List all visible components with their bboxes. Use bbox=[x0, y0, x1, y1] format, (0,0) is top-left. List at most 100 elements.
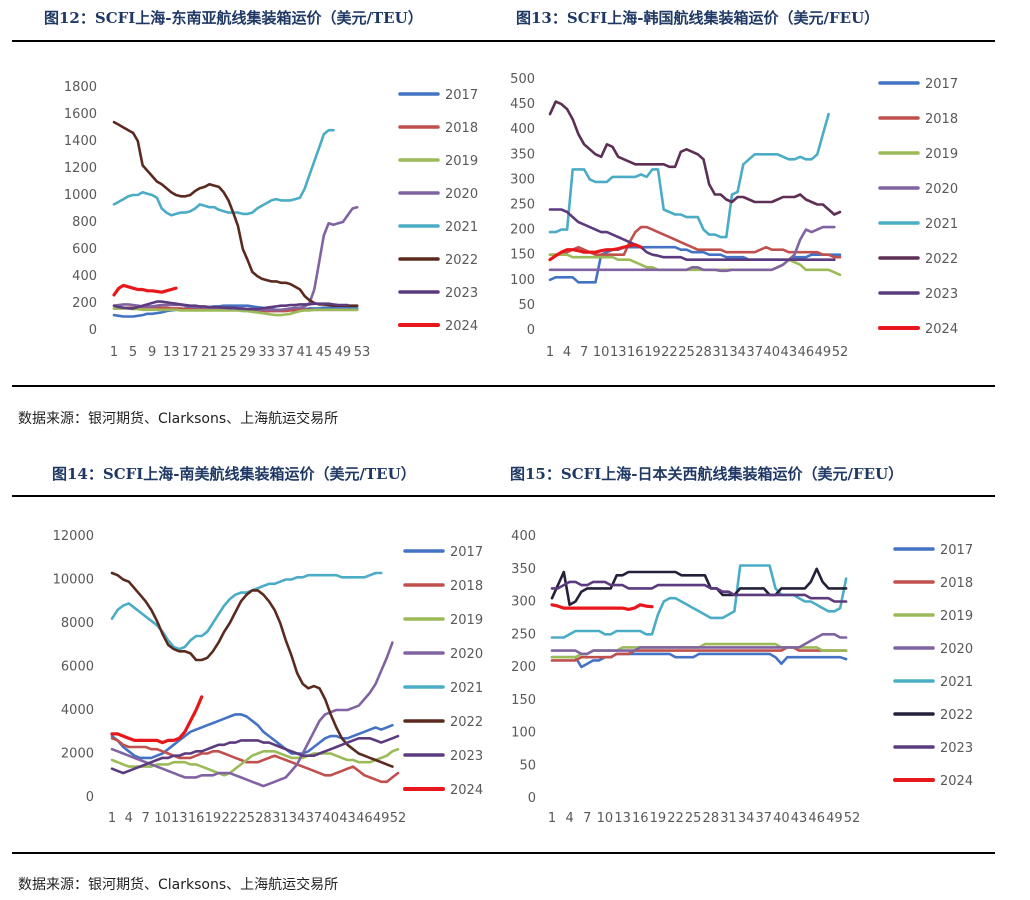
x-tick-label: 43 bbox=[791, 811, 808, 826]
x-tick-label: 52 bbox=[844, 811, 861, 826]
legend-label-2023: 2023 bbox=[445, 286, 478, 301]
y-tick-label: 400 bbox=[72, 269, 97, 284]
series-line-2021 bbox=[548, 112, 830, 239]
x-tick-label: 22 bbox=[667, 811, 684, 826]
series-line-2019 bbox=[110, 747, 400, 777]
y-tick-label: 300 bbox=[510, 172, 535, 187]
x-tick-label: 45 bbox=[316, 345, 333, 360]
x-tick-label: 10 bbox=[593, 345, 610, 360]
x-tick-label: 49 bbox=[335, 345, 352, 360]
x-tick-label: 41 bbox=[296, 345, 313, 360]
x-tick-label: 37 bbox=[306, 811, 323, 826]
chart-title-fig14: 图14：SCFI上海-南美航线集装箱运价（美元/TEU） bbox=[52, 465, 416, 483]
x-tick-label: 28 bbox=[703, 811, 720, 826]
x-tick-label: 52 bbox=[390, 811, 407, 826]
legend-label-2020: 2020 bbox=[925, 182, 958, 197]
x-tick-label: 29 bbox=[239, 345, 256, 360]
x-tick-label: 13 bbox=[163, 345, 180, 360]
legend-label-2023: 2023 bbox=[450, 749, 483, 764]
x-tick-label: 13 bbox=[171, 811, 188, 826]
legend-label-2021: 2021 bbox=[445, 220, 478, 235]
x-tick-label: 9 bbox=[148, 345, 156, 360]
chart-title-fig13: 图13：SCFI上海-韩国航线集装箱运价（美元/FEU） bbox=[516, 9, 880, 27]
legend-label-2022: 2022 bbox=[450, 715, 483, 730]
legend-label-2021: 2021 bbox=[940, 675, 973, 690]
legend-label-2019: 2019 bbox=[450, 613, 483, 628]
x-tick-label: 16 bbox=[632, 811, 649, 826]
series-line-2019 bbox=[112, 307, 359, 317]
x-tick-label: 7 bbox=[142, 811, 150, 826]
y-tick-label: 100 bbox=[510, 273, 535, 288]
legend-label-2017: 2017 bbox=[450, 545, 483, 560]
series-line-2023 bbox=[548, 208, 836, 261]
series-line-2024 bbox=[550, 603, 654, 612]
x-tick-label: 49 bbox=[815, 345, 832, 360]
x-tick-label: 7 bbox=[583, 811, 591, 826]
legend-label-2019: 2019 bbox=[925, 147, 958, 162]
x-tick-label: 13 bbox=[614, 811, 631, 826]
series-line-2018 bbox=[548, 225, 842, 259]
y-tick-label: 1600 bbox=[64, 107, 97, 122]
y-tick-label: 150 bbox=[511, 693, 536, 708]
legend-label-2024: 2024 bbox=[940, 774, 973, 789]
series-line-2017 bbox=[110, 713, 394, 760]
x-tick-label: 46 bbox=[808, 811, 825, 826]
divider-rule bbox=[12, 385, 995, 387]
legend-label-2022: 2022 bbox=[925, 252, 958, 267]
series-line-2018 bbox=[110, 737, 400, 784]
legend-label-2018: 2018 bbox=[940, 576, 973, 591]
x-tick-label: 25 bbox=[238, 811, 255, 826]
x-tick-label: 22 bbox=[661, 345, 678, 360]
x-tick-label: 25 bbox=[678, 345, 695, 360]
x-tick-label: 49 bbox=[826, 811, 843, 826]
legend-label-2019: 2019 bbox=[445, 154, 478, 169]
x-tick-label: 1 bbox=[108, 811, 116, 826]
y-tick-label: 150 bbox=[510, 248, 535, 263]
series-line-2020 bbox=[110, 641, 394, 788]
x-tick-label: 16 bbox=[188, 811, 205, 826]
y-tick-label: 1000 bbox=[64, 188, 97, 203]
series-line-2022 bbox=[550, 567, 848, 607]
series-line-2017 bbox=[550, 652, 848, 669]
x-tick-label: 31 bbox=[712, 345, 729, 360]
divider-rule bbox=[12, 495, 995, 497]
x-tick-label: 13 bbox=[610, 345, 627, 360]
y-tick-label: 0 bbox=[528, 791, 536, 806]
legend-label-2021: 2021 bbox=[925, 217, 958, 232]
y-tick-label: 1400 bbox=[64, 134, 97, 149]
x-tick-label: 28 bbox=[695, 345, 712, 360]
series-line-2021 bbox=[550, 564, 848, 639]
legend-label-2018: 2018 bbox=[925, 112, 958, 127]
y-tick-label: 0 bbox=[86, 790, 94, 805]
y-tick-label: 1800 bbox=[64, 80, 97, 95]
y-tick-label: 400 bbox=[510, 122, 535, 137]
x-tick-label: 43 bbox=[781, 345, 798, 360]
x-tick-label: 19 bbox=[205, 811, 222, 826]
x-tick-label: 25 bbox=[220, 345, 237, 360]
y-tick-label: 1200 bbox=[64, 161, 97, 176]
legend-label-2017: 2017 bbox=[445, 88, 478, 103]
x-tick-label: 37 bbox=[755, 811, 772, 826]
x-tick-label: 52 bbox=[832, 345, 849, 360]
x-tick-label: 37 bbox=[746, 345, 763, 360]
series-line-2023 bbox=[112, 300, 350, 311]
x-tick-label: 40 bbox=[763, 345, 780, 360]
source-note: 数据来源：银河期货、Clarksons、上海航运交易所 bbox=[18, 877, 339, 893]
legend-label-2020: 2020 bbox=[940, 642, 973, 657]
legend-label-2020: 2020 bbox=[450, 647, 483, 662]
x-tick-label: 19 bbox=[644, 345, 661, 360]
chart-title-fig12: 图12：SCFI上海-东南亚航线集装箱运价（美元/TEU） bbox=[44, 9, 423, 27]
series-line-2018 bbox=[550, 646, 848, 662]
x-tick-label: 4 bbox=[563, 345, 571, 360]
series-line-2024 bbox=[110, 695, 204, 745]
x-tick-label: 10 bbox=[154, 811, 171, 826]
series-line-2022 bbox=[548, 100, 842, 216]
x-tick-label: 1 bbox=[110, 345, 118, 360]
y-tick-label: 200 bbox=[72, 296, 97, 311]
y-tick-label: 200 bbox=[511, 660, 536, 675]
series-line-2020 bbox=[548, 225, 836, 273]
x-tick-label: 31 bbox=[720, 811, 737, 826]
x-tick-label: 5 bbox=[129, 345, 137, 360]
x-tick-label: 1 bbox=[548, 811, 556, 826]
legend-label-2023: 2023 bbox=[940, 741, 973, 756]
